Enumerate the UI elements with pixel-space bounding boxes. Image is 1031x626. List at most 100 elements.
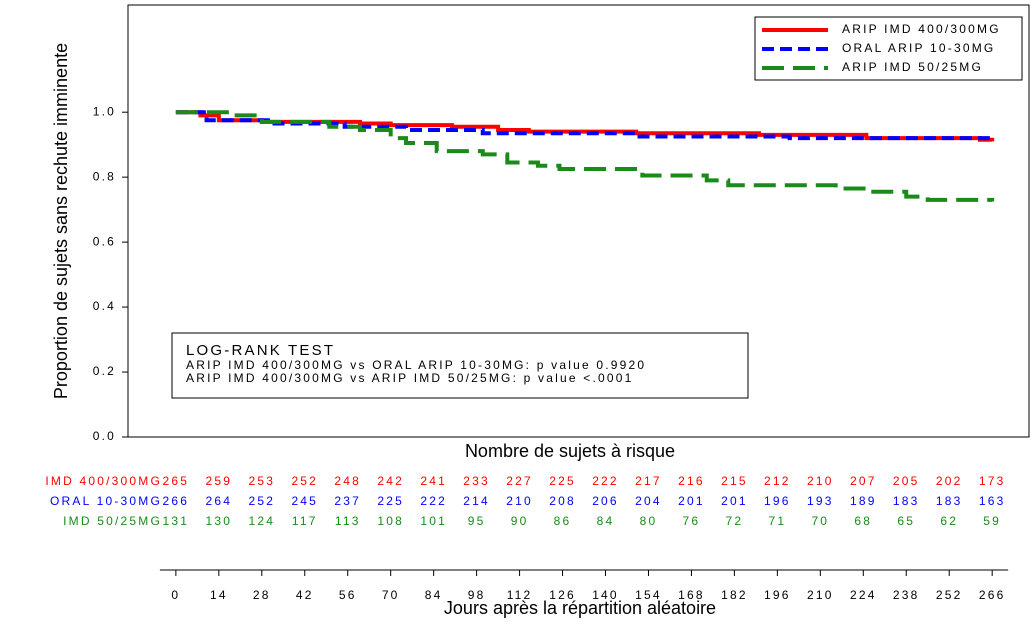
- at-risk-count: 70: [811, 514, 829, 528]
- at-risk-count: 196: [764, 494, 791, 508]
- at-risk-count: 265: [163, 474, 190, 488]
- y-tick-label: 0.2: [93, 364, 116, 378]
- x-tick-label: 126: [549, 588, 576, 602]
- at-risk-count: 68: [854, 514, 872, 528]
- x-tick-label: 140: [592, 588, 619, 602]
- at-risk-count: 84: [597, 514, 615, 528]
- at-risk-count: 193: [807, 494, 834, 508]
- at-risk-count: 242: [377, 474, 404, 488]
- x-tick-label: 42: [296, 588, 314, 602]
- legend-label: ARIP IMD 400/300MG: [842, 22, 1001, 36]
- x-tick-label: 196: [764, 588, 791, 602]
- x-tick-label: 112: [507, 588, 533, 602]
- y-axis-label: Proportion de sujets sans rechute immine…: [51, 43, 71, 399]
- at-risk-count: 108: [377, 514, 404, 528]
- at-risk-count: 215: [721, 474, 748, 488]
- at-risk-count: 216: [678, 474, 705, 488]
- at-risk-count: 252: [248, 494, 275, 508]
- y-tick-label: 0.0: [93, 429, 116, 443]
- at-risk-count: 222: [592, 474, 619, 488]
- at-risk-count: 131: [163, 514, 190, 528]
- at-risk-count: 130: [206, 514, 233, 528]
- at-risk-count: 163: [979, 494, 1006, 508]
- y-tick-label: 1.0: [93, 104, 116, 118]
- at-risk-count: 227: [506, 474, 533, 488]
- legend-label: ARIP IMD 50/25MG: [842, 60, 983, 74]
- at-risk-count: 210: [506, 494, 533, 508]
- legend-label: ORAL ARIP 10-30MG: [842, 41, 995, 55]
- at-risk-count: 173: [979, 474, 1006, 488]
- x-tick-label: 168: [678, 588, 705, 602]
- at-risk-count: 113: [335, 514, 361, 528]
- annotation-text: ARIP IMD 400/300MG vs ARIP IMD 50/25MG: …: [186, 371, 634, 385]
- at-risk-count: 201: [721, 494, 748, 508]
- x-axis-label: Jours après la répartition aléatoire: [444, 598, 716, 618]
- at-risk-count: 201: [678, 494, 705, 508]
- y-tick-label: 0.6: [93, 234, 116, 248]
- x-tick-label: 84: [425, 588, 443, 602]
- survival-line: [175, 110, 995, 202]
- at-risk-count: 76: [683, 514, 701, 528]
- x-tick-label: 154: [635, 588, 662, 602]
- survival-line: [175, 110, 995, 141]
- at-risk-row-label: ORAL 10-30MG: [50, 494, 162, 508]
- at-risk-count: 248: [334, 474, 361, 488]
- at-risk-count: 183: [893, 494, 920, 508]
- at-risk-count: 225: [377, 494, 404, 508]
- at-risk-count: 206: [592, 494, 619, 508]
- at-risk-count: 252: [291, 474, 318, 488]
- annotation-text: LOG-RANK TEST: [186, 342, 335, 359]
- at-risk-count: 95: [468, 514, 486, 528]
- x-tick-label: 210: [807, 588, 834, 602]
- at-risk-count: 259: [206, 474, 233, 488]
- at-risk-count: 117: [292, 514, 318, 528]
- x-tick-label: 0: [171, 588, 180, 602]
- at-risk-count: 71: [768, 514, 786, 528]
- at-risk-count: 245: [291, 494, 318, 508]
- at-risk-count: 225: [549, 474, 576, 488]
- at-risk-count: 124: [248, 514, 275, 528]
- at-risk-row-label: IMD 50/25MG: [63, 514, 162, 528]
- survival-line: [175, 110, 995, 142]
- at-risk-count: 237: [334, 494, 361, 508]
- at-risk-count: 183: [936, 494, 963, 508]
- y-tick-label: 0.4: [93, 299, 116, 313]
- at-risk-count: 205: [893, 474, 920, 488]
- at-risk-row-label: IMD 400/300MG: [45, 474, 162, 488]
- y-tick-label: 0.8: [93, 169, 116, 183]
- x-tick-label: 56: [339, 588, 357, 602]
- annotation-box: [171, 332, 749, 399]
- at-risk-count: 62: [940, 514, 958, 528]
- at-risk-count: 241: [420, 474, 447, 488]
- at-risk-count: 65: [897, 514, 915, 528]
- plot-frame: [127, 4, 1030, 438]
- at-risk-count: 207: [850, 474, 877, 488]
- annotation-text: ARIP IMD 400/300MG vs ORAL ARIP 10-30MG:…: [186, 358, 646, 372]
- at-risk-count: 212: [764, 474, 791, 488]
- at-risk-count: 202: [936, 474, 963, 488]
- at-risk-count: 101: [420, 514, 447, 528]
- at-risk-count: 210: [807, 474, 834, 488]
- x-tick-label: 182: [721, 588, 748, 602]
- x-tick-label: 14: [210, 588, 228, 602]
- at-risk-count: 214: [463, 494, 490, 508]
- at-risk-count: 86: [554, 514, 572, 528]
- at-risk-count: 80: [640, 514, 658, 528]
- at-risk-count: 253: [248, 474, 275, 488]
- at-risk-count: 264: [206, 494, 233, 508]
- x-tick-label: 252: [936, 588, 963, 602]
- at-risk-title: Nombre de sujets à risque: [465, 441, 675, 461]
- at-risk-count: 222: [420, 494, 447, 508]
- x-tick-label: 98: [468, 588, 486, 602]
- x-tick-label: 224: [850, 588, 877, 602]
- x-tick-label: 70: [382, 588, 400, 602]
- x-tick-label: 266: [979, 588, 1006, 602]
- at-risk-count: 233: [463, 474, 490, 488]
- at-risk-count: 204: [635, 494, 662, 508]
- at-risk-count: 208: [549, 494, 576, 508]
- at-risk-count: 217: [635, 474, 662, 488]
- x-tick-label: 238: [893, 588, 920, 602]
- at-risk-count: 266: [163, 494, 190, 508]
- at-risk-count: 90: [511, 514, 529, 528]
